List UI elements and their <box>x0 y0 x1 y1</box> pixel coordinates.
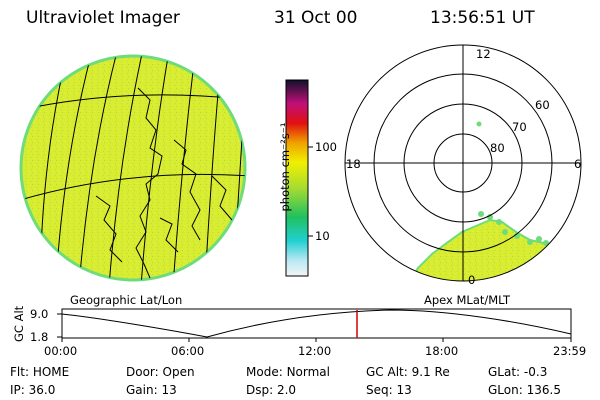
mlt-label-0: 0 <box>468 273 476 287</box>
meridian-line <box>77 56 121 280</box>
time-label: 13:56:51 UT <box>430 8 535 28</box>
x-tick-label: 23:59 <box>553 344 587 358</box>
altitude-plot-frame <box>61 308 572 339</box>
y-tick-label: 9.0 <box>30 307 49 321</box>
status-flt: Flt: HOME <box>10 365 70 379</box>
geographic-label: Geographic Lat/Lon <box>70 293 183 307</box>
mlat-label-70: 70 <box>512 120 527 134</box>
colorbar-tick-label: 100 <box>315 140 337 154</box>
latitude-line <box>21 173 245 201</box>
coastline <box>95 195 123 263</box>
x-tick-label: 12:00 <box>298 344 332 358</box>
status-gc-alt: GC Alt: 9.1 Re <box>366 365 450 379</box>
meridian-line <box>171 56 196 280</box>
emission-dots <box>476 121 549 246</box>
status-seq: Seq: 13 <box>366 383 412 397</box>
mlt-label-18: 18 <box>346 157 361 171</box>
mlt-label-12: 12 <box>476 47 491 61</box>
coastline <box>211 175 233 221</box>
status-glon: GLon: 136.5 <box>488 383 561 397</box>
date-label: 31 Oct 00 <box>274 8 358 28</box>
altitude-ylabel: GC Alt <box>12 305 26 342</box>
altitude-curve <box>61 309 572 338</box>
x-tick-label: 06:00 <box>171 344 205 358</box>
status-glat: GLat: -0.3 <box>488 365 548 379</box>
colorbar-gradient <box>285 79 309 277</box>
status-mode: Mode: Normal <box>246 365 330 379</box>
x-tick-label: 00:00 <box>44 344 78 358</box>
mlt-label-6: 6 <box>574 157 582 171</box>
status-dsp: Dsp: 2.0 <box>246 383 297 397</box>
globe-disk <box>19 54 247 282</box>
colorbar-tick-label: 10 <box>315 229 330 243</box>
mlat-label-60: 60 <box>535 98 550 112</box>
meridian-line <box>139 56 171 280</box>
instrument-title: Ultraviolet Imager <box>26 8 180 28</box>
coastline <box>173 139 201 241</box>
coastline <box>135 87 163 279</box>
x-tick-label: 18:00 <box>425 344 459 358</box>
status-door: Door: Open <box>126 365 195 379</box>
polar-label: Apex MLat/MLT <box>424 293 511 307</box>
mlat-label-80: 80 <box>490 141 505 155</box>
meridian-line <box>107 56 146 280</box>
status-gain: Gain: 13 <box>126 383 177 397</box>
status-ip: IP: 36.0 <box>10 383 56 397</box>
coastline <box>159 217 179 253</box>
y-tick-label: 1.8 <box>30 330 49 344</box>
